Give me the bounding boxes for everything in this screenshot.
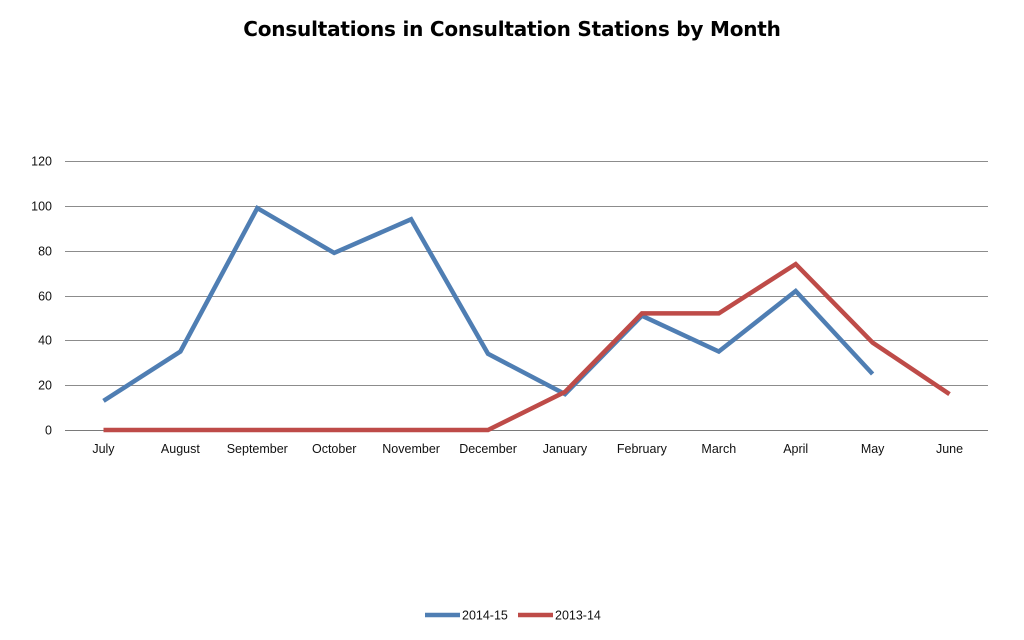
legend-label: 2014-15 [462,609,508,623]
x-tick-label: June [936,442,963,456]
x-tick-label: October [312,442,356,456]
gridlines [65,161,988,431]
x-tick-label: April [783,442,808,456]
series-lines [102,204,951,433]
y-tick-label: 80 [38,245,52,259]
x-tick-label: March [701,442,736,456]
x-tick-label: July [92,442,115,456]
legend-label: 2013-14 [555,609,601,623]
chart-title: Consultations in Consultation Stations b… [243,17,781,41]
y-axis-tick-labels: 0 20 40 60 80 100 120 [31,155,52,438]
x-tick-label: December [459,442,517,456]
series-line-0 [102,204,875,403]
x-tick-label: January [543,442,588,456]
y-tick-label: 60 [38,290,52,304]
series-line-1 [103,261,951,433]
y-tick-label: 0 [45,424,52,438]
x-tick-label: February [617,442,668,456]
x-tick-label: May [861,442,885,456]
x-tick-label: November [382,442,440,456]
x-axis-tick-labels: July August September October November Decemb… [92,442,963,456]
x-tick-label: August [161,442,200,456]
x-tick-label: September [227,442,288,456]
y-tick-label: 120 [31,155,52,169]
legend: 2014-15 2013-14 [425,609,601,623]
y-tick-label: 20 [38,379,52,393]
y-tick-label: 100 [31,200,52,214]
y-tick-label: 40 [38,334,52,348]
